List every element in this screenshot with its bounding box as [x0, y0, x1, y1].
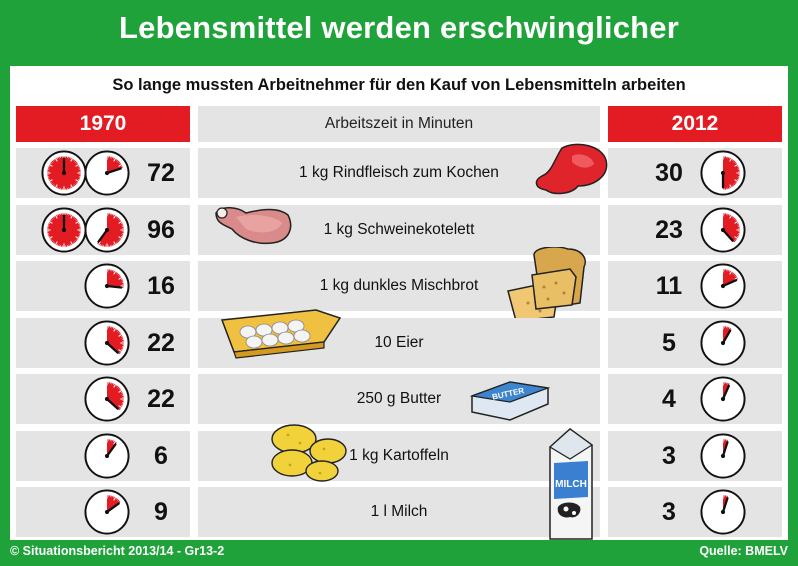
table-row: 96 1 kg Schweinekotelett 23 — [16, 204, 782, 255]
value-2012: 5 — [662, 328, 676, 357]
clock-1970-face — [84, 263, 130, 309]
food-item-label: 1 kg Kartoffeln — [349, 446, 449, 464]
pork-chop-icon — [215, 206, 292, 244]
clock-1970-face — [84, 376, 130, 422]
clock-1970-face — [84, 489, 130, 535]
value-2012: 3 — [662, 441, 676, 470]
chart-panel: So lange mussten Arbeitnehmer für den Ka… — [10, 66, 788, 540]
value-1970: 22 — [147, 328, 175, 357]
table-row: 22 10 Eier 5 — [16, 308, 782, 368]
row-background — [608, 148, 782, 198]
clock-2012-face — [700, 376, 746, 422]
row-background — [198, 148, 600, 198]
value-2012: 30 — [655, 159, 683, 187]
table-row: 6 1 kg Kartoffeln 3 — [16, 423, 782, 482]
value-2012: 3 — [662, 498, 676, 526]
clock-1970-face — [84, 319, 130, 366]
clock-1970-face — [84, 150, 130, 196]
clock-1970-face — [84, 206, 130, 253]
clock-2012-face — [700, 432, 746, 479]
row-background — [608, 430, 782, 481]
table-row: 9 MILCH 1 l Milch 3 — [16, 428, 782, 540]
table-row: 22 BUTTER 250 g Butter 4 — [16, 374, 782, 424]
row-background — [608, 487, 782, 537]
clock-2012-face — [700, 489, 746, 535]
clock-2012-face — [700, 206, 746, 253]
value-1970: 96 — [147, 215, 175, 244]
beef-icon — [535, 143, 608, 195]
svg-text:MILCH: MILCH — [555, 479, 587, 490]
table-row: 16 1 kg dunkles Mischbrot 11 — [16, 247, 782, 322]
food-item-label: 250 g Butter — [356, 390, 442, 407]
row-background — [608, 204, 782, 255]
clock-2012-face — [700, 263, 746, 309]
value-1970: 22 — [147, 385, 175, 413]
chart-subtitle: So lange mussten Arbeitnehmer für den Ka… — [112, 76, 686, 94]
food-item-label: 1 kg Schweinekotelett — [323, 220, 475, 238]
butter-icon: BUTTER — [469, 381, 551, 421]
food-item-label: 10 Eier — [374, 333, 424, 351]
clock-2012-face — [700, 150, 746, 196]
potatoes-icon — [271, 423, 347, 482]
clock-1970-face — [84, 432, 130, 479]
clock-2012-face — [700, 319, 746, 366]
egg-carton-icon — [220, 308, 342, 359]
value-2012: 23 — [655, 215, 683, 244]
bread-icon — [507, 247, 586, 322]
clock-1970-face — [41, 206, 87, 253]
milk-carton-icon: MILCH — [548, 428, 594, 540]
row-background — [198, 430, 600, 481]
header-minutes: Arbeitszeit in Minuten — [198, 106, 600, 142]
row-background — [608, 374, 782, 424]
value-1970: 16 — [147, 272, 175, 300]
header-1970: 1970 — [16, 106, 190, 142]
value-1970: 6 — [154, 441, 168, 470]
value-1970: 9 — [154, 498, 168, 526]
value-1970: 72 — [147, 159, 175, 187]
page-title: Lebensmittel werden erschwinglicher — [119, 10, 679, 45]
food-item-label: 1 l Milch — [370, 503, 428, 520]
footer-copyright: © Situationsbericht 2013/14 - Gr13-2 — [10, 544, 225, 558]
food-item-label: 1 kg Rindfleisch zum Kochen — [299, 164, 499, 181]
clock-1970-face — [41, 150, 87, 196]
value-2012: 4 — [662, 385, 676, 413]
table-row: 72 1 kg Rindfleisch zum Kochen 30 — [16, 143, 782, 198]
footer-source: Quelle: BMELV — [699, 544, 788, 558]
row-background — [198, 487, 600, 537]
row-background — [608, 317, 782, 368]
value-2012: 11 — [655, 272, 683, 300]
row-background — [608, 261, 782, 311]
food-item-label: 1 kg dunkles Mischbrot — [319, 277, 479, 294]
header-2012: 2012 — [608, 106, 782, 142]
